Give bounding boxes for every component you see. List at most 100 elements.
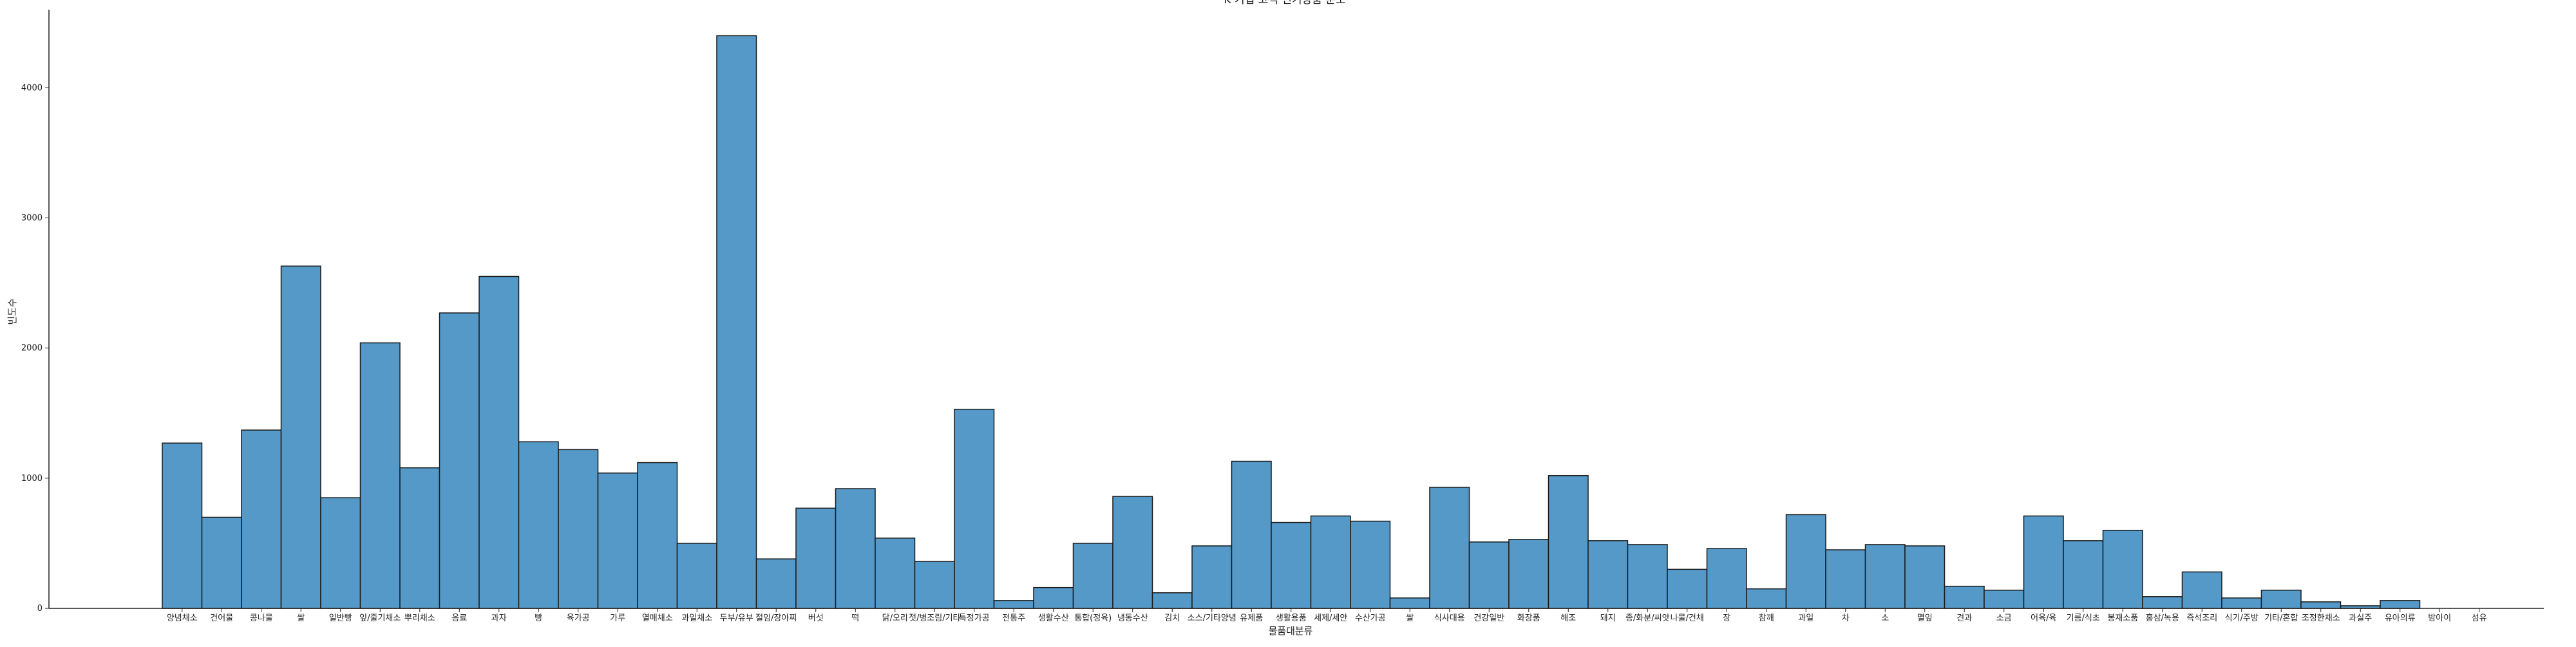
x-tick-label-31: 쌀: [1406, 614, 1414, 623]
x-tick-label-18: 닭/오리: [882, 614, 908, 623]
x-tick-label-52: 식기/주방: [2225, 614, 2259, 623]
x-tick-label-46: 소금: [1996, 614, 2012, 623]
chart-title: K 기업 고객 인기상품 분포: [1224, 0, 1345, 6]
y-tick-label-2: 2000: [21, 344, 43, 353]
x-tick-label-47: 어육/육: [2031, 614, 2056, 623]
bar-45: [1944, 585, 1985, 609]
x-tick-label-15: 절임/장아찌: [755, 614, 797, 623]
bar-12: [637, 462, 678, 609]
bar-20: [954, 408, 995, 609]
x-tick-label-29: 세제/세안: [1314, 614, 1347, 623]
x-tick-label-44: 멸잎: [1917, 614, 1933, 623]
x-tick-label-13: 과일채소: [681, 614, 712, 623]
bar-32: [1429, 487, 1470, 609]
y-tick-label-4: 4000: [21, 83, 43, 93]
x-tick-label-24: 냉동수산: [1117, 614, 1148, 623]
x-tick-label-39: 장: [1723, 614, 1730, 623]
bar-15: [755, 558, 797, 609]
bar-24: [1112, 496, 1153, 609]
bar-41: [1785, 514, 1826, 609]
y-tick-label-3: 3000: [21, 213, 43, 223]
x-tick-label-12: 열매채소: [642, 614, 673, 623]
bar-43: [1864, 544, 1906, 609]
y-axis-ticks: 0 1000 2000 3000 4000: [21, 83, 49, 614]
x-tick-label-1: 건어물: [210, 614, 233, 623]
x-tick-label-42: 차: [1842, 614, 1850, 623]
bar-38: [1667, 568, 1708, 609]
x-tick-label-19: 젓/병조림/기타: [909, 614, 961, 623]
bar-53: [2260, 589, 2302, 609]
bar-26: [1191, 545, 1233, 609]
bar-8: [478, 276, 520, 609]
bar-25: [1151, 592, 1193, 609]
x-tick-label-57: 밤아이: [2428, 614, 2451, 623]
bar-11: [597, 472, 638, 609]
x-tick-label-9: 빵: [535, 614, 542, 623]
bar-9: [518, 441, 559, 609]
bar-22: [1033, 586, 1074, 609]
bar-19: [914, 561, 955, 609]
x-tick-label-10: 육가공: [567, 614, 590, 623]
bar-35: [1548, 475, 1589, 609]
x-tick-label-37: 종/화분/씨앗: [1625, 614, 1670, 623]
bar-34: [1508, 539, 1549, 609]
x-tick-label-27: 유제품: [1240, 614, 1263, 623]
x-tick-label-28: 생활용품: [1276, 614, 1307, 623]
bar-33: [1468, 541, 1510, 609]
x-tick-label-32: 식사대용: [1434, 614, 1465, 623]
x-tick-label-58: 섬유: [2472, 614, 2487, 623]
x-tick-label-55: 과실주: [2349, 614, 2372, 623]
x-tick-label-51: 즉석조리: [2186, 614, 2217, 623]
x-tick-label-48: 기름/식초: [2067, 614, 2100, 623]
x-tick-label-40: 참깨: [1759, 614, 1774, 623]
bar-37: [1627, 544, 1668, 609]
bar-40: [1746, 588, 1787, 609]
x-tick-label-14: 두부/유부: [720, 614, 753, 623]
bar-10: [558, 449, 599, 609]
x-tick-label-36: 돼지: [1600, 614, 1616, 623]
x-tick-label-41: 과일: [1798, 614, 1814, 623]
bar-28: [1271, 521, 1312, 609]
bar-27: [1231, 460, 1272, 609]
bar-30: [1350, 520, 1391, 609]
bar-17: [835, 488, 876, 609]
bar-48: [2063, 540, 2104, 609]
bar-16: [795, 507, 837, 609]
bar-42: [1825, 549, 1866, 609]
bar-23: [1072, 543, 1113, 609]
x-tick-label-26: 소스/기타양념: [1188, 614, 1236, 623]
x-tick-label-3: 쌀: [297, 614, 305, 623]
x-tick-label-11: 가루: [610, 614, 625, 623]
bar-0: [162, 442, 203, 609]
x-axis-label: 물품대분류: [1268, 625, 1312, 637]
x-tick-label-50: 홍삼/녹용: [2146, 614, 2179, 623]
x-tick-label-23: 통합(정육): [1074, 614, 1112, 623]
bar-5: [359, 342, 401, 609]
bar-3: [280, 265, 321, 609]
bar-50: [2142, 596, 2183, 609]
x-tick-label-7: 음료: [451, 614, 467, 623]
x-tick-label-53: 기타/혼합: [2264, 614, 2298, 623]
x-tick-label-4: 일반빵: [329, 614, 352, 623]
x-tick-label-22: 생활수산: [1038, 614, 1069, 623]
bar-47: [2023, 515, 2064, 609]
x-tick-label-45: 견과: [1956, 614, 1972, 623]
y-tick-label-0: 0: [37, 604, 43, 614]
x-tick-label-49: 봉재소품: [2107, 614, 2138, 623]
y-tick-label-1: 1000: [21, 474, 43, 483]
x-axis-ticks: 양념채소 건어물 콩나물 쌀 일반빵 잎/줄기채소 뿌리채소 음료 과자 빵 육가공 가루 열매채소 과일…: [167, 608, 2487, 623]
x-tick-label-5: 잎/줄기채소: [359, 614, 401, 623]
x-tick-label-6: 뿌리채소: [404, 614, 435, 623]
x-tick-label-25: 김치: [1164, 614, 1180, 623]
bar-51: [2181, 571, 2222, 609]
bar-46: [1984, 589, 2025, 609]
bar-44: [1904, 545, 1946, 609]
x-tick-label-38: 나물/건채: [1671, 614, 1704, 623]
bar-21: [993, 600, 1034, 609]
bar-54: [2300, 601, 2342, 609]
bar-18: [875, 538, 916, 609]
bar-39: [1706, 548, 1747, 609]
bar-56: [2380, 600, 2421, 609]
